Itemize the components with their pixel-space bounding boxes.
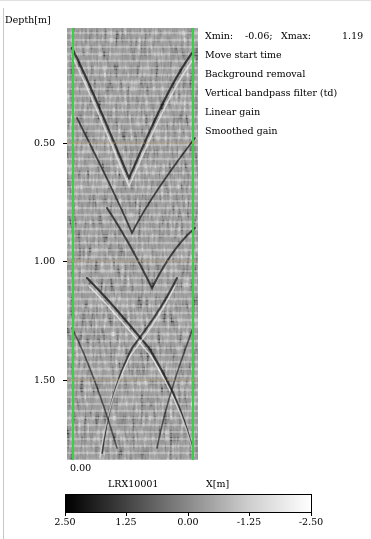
window-top-border: [0, 0, 371, 1]
y-axis-label: Depth[m]: [5, 15, 51, 26]
window-left-border: [3, 8, 4, 539]
y-tick-1-50: [63, 380, 67, 381]
xmax-value: 1.19: [342, 31, 364, 42]
processing-step: Vertical bandpass filter (td): [205, 88, 338, 99]
xmax-label: Xmax:: [281, 31, 311, 42]
colorbar-tick-label: -1.25: [236, 517, 262, 528]
y-tick-0-50: [63, 143, 67, 144]
profile-name: LRX10001: [108, 479, 159, 490]
colorbar-tick-label: 2.50: [54, 517, 76, 528]
y-tick-label-1-00: 1.00: [34, 256, 56, 267]
colorbar-tick-label: 1.25: [115, 517, 137, 528]
colorbar-tick-label: 0.00: [177, 517, 199, 528]
y-tick-label-0-50: 0.50: [34, 138, 56, 149]
processing-steps-list: Move start time Background removal Verti…: [205, 46, 337, 141]
processing-step: Move start time: [205, 50, 282, 61]
processing-step: Smoothed gain: [205, 126, 278, 137]
x-tick-label-0-00: 0.00: [70, 463, 92, 474]
radargram-image[interactable]: [67, 28, 198, 460]
processing-step: Background removal: [205, 69, 306, 80]
amplitude-colorbar: [65, 494, 312, 513]
x-axis-label: X[m]: [206, 479, 230, 490]
processing-step: Linear gain: [205, 107, 261, 118]
xmin-value: -0.06;: [245, 31, 273, 42]
y-tick-label-1-50: 1.50: [34, 375, 56, 386]
xmin-label: Xmin:: [205, 31, 234, 42]
colorbar-tick-label: -2.50: [298, 517, 324, 528]
y-tick-1-00: [63, 261, 67, 262]
